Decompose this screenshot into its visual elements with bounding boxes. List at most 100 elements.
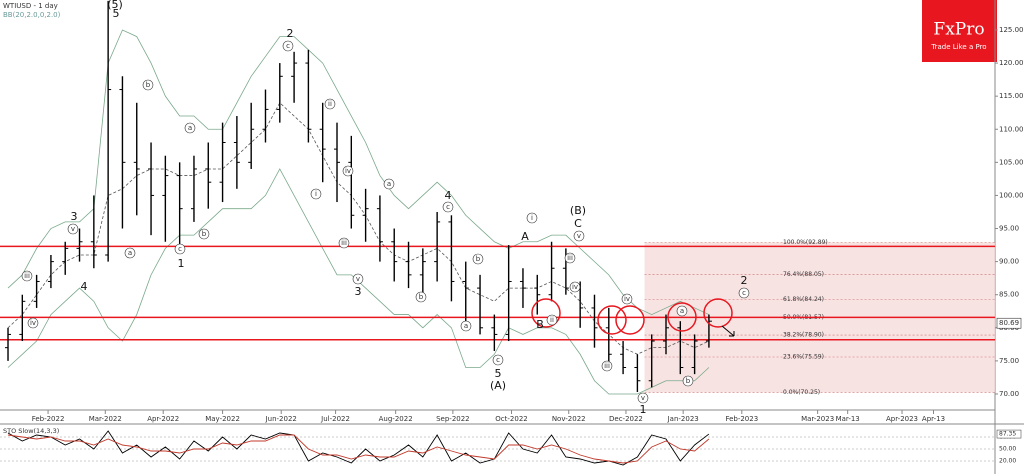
wave-circle <box>324 98 336 110</box>
wave-circle <box>526 212 538 224</box>
x-tick-label: Feb-2022 <box>32 415 65 423</box>
wave-circle <box>383 178 395 190</box>
wave-label: i <box>315 190 317 198</box>
last-price-label: 80.69 <box>999 319 1019 327</box>
y-tick-label: 120.00 <box>999 59 1024 67</box>
fib-label: 23.6%(75.59) <box>783 353 824 360</box>
wave-label: 5 <box>113 7 120 20</box>
wave-label: 2 <box>287 27 294 40</box>
x-tick-label: Feb-2023 <box>725 415 758 423</box>
y-tick-label: 110.00 <box>999 125 1024 133</box>
y-tick-label: 100.00 <box>999 191 1024 199</box>
wave-label: 4 <box>81 280 88 293</box>
wave-label: i <box>531 214 533 222</box>
wave-label: 2 <box>741 274 748 287</box>
x-tick-label: Apr-2023 <box>886 415 918 423</box>
x-tick-label: Mar-13 <box>836 415 860 423</box>
wave-label: b <box>686 377 691 385</box>
wave-label: (A) <box>490 379 506 392</box>
wave-circle <box>442 201 454 213</box>
y-tick-label: 125.00 <box>999 26 1024 34</box>
y-tick-label: 75.00 <box>999 357 1019 365</box>
wave-label: a <box>387 180 391 188</box>
x-tick-label: Apr-2022 <box>147 415 179 423</box>
stochastic-line <box>7 430 710 466</box>
wave-label: a <box>464 322 468 330</box>
wave-label: b <box>202 230 207 238</box>
wave-label: v <box>641 394 645 402</box>
wave-circle <box>601 360 613 372</box>
y-tick-label: 85.00 <box>999 291 1019 299</box>
wave-circle <box>569 281 581 293</box>
wave-label: (5) <box>107 0 123 11</box>
wave-circle <box>564 252 576 264</box>
stochastic-title: STO Slow(14,3,3) <box>3 427 59 435</box>
wave-label: c <box>496 356 500 364</box>
wave-circle <box>546 314 558 326</box>
wave-circle <box>198 228 210 240</box>
wave-label: v <box>71 225 75 233</box>
wave-label: iii <box>341 239 347 247</box>
wave-circle <box>738 287 750 299</box>
wave-label: C <box>574 217 582 230</box>
wave-circle <box>282 40 294 52</box>
wave-label: iv <box>345 167 351 175</box>
x-tick-label: Jan-2023 <box>667 415 699 423</box>
y-tick-label: 115.00 <box>999 92 1024 100</box>
wave-circle <box>142 79 154 91</box>
fib-label: 61.8%(84.24) <box>783 296 824 303</box>
wave-label: c <box>178 245 182 253</box>
last-price-box <box>996 317 1022 329</box>
stochastic-line <box>7 434 710 464</box>
wave-circle <box>460 320 472 332</box>
wave-circle <box>338 237 350 249</box>
wave-label: a <box>188 124 192 132</box>
wave-label: 4 <box>445 189 452 202</box>
x-tick-label: Jul-2022 <box>320 415 350 423</box>
wave-label: iii <box>24 272 30 280</box>
x-tick-label: Mar-2022 <box>89 415 122 423</box>
wave-label: 5 <box>495 367 502 380</box>
wave-circle <box>621 293 633 305</box>
highlight-circle <box>597 305 627 335</box>
logo-box <box>922 0 997 62</box>
wave-label: b <box>476 255 481 263</box>
indicator-label: BB(20,2.0,0,2.0) <box>3 11 61 19</box>
x-tick-label: Oct-2022 <box>495 415 527 423</box>
highlight-circle <box>531 298 561 328</box>
x-tick-label: Aug-2022 <box>379 415 413 423</box>
x-tick-label: Dec-2022 <box>609 415 643 423</box>
logo-name: FxPro <box>933 20 984 40</box>
wave-label: c <box>286 42 290 50</box>
stochastic-tick-label: 20.00 <box>999 458 1016 465</box>
wave-circle <box>415 291 427 303</box>
wave-circle <box>27 317 39 329</box>
stochastic-last-box <box>996 429 1022 439</box>
wave-label: A <box>521 230 529 243</box>
stochastic-last-label: 87.35 <box>999 431 1016 438</box>
wave-label: (B) <box>570 204 586 217</box>
wave-label: iv <box>30 319 36 327</box>
wave-label: 1 <box>640 403 647 416</box>
wave-circle <box>352 273 364 285</box>
wave-circle <box>174 243 186 255</box>
highlight-circle <box>667 302 697 332</box>
wave-circle <box>67 223 79 235</box>
x-tick-label: Jun-2022 <box>265 415 297 423</box>
fib-label: 0.0%(70.25) <box>783 389 820 396</box>
wave-label: iii <box>604 362 610 370</box>
x-tick-label: Apr-13 <box>922 415 945 423</box>
wave-circle <box>637 392 649 404</box>
wave-label: a <box>128 249 132 257</box>
wave-label: v <box>577 232 581 240</box>
wave-label: iv <box>572 283 578 291</box>
wave-label: iii <box>567 254 573 262</box>
wave-circle <box>310 188 322 200</box>
wave-circle <box>492 354 504 366</box>
wave-label: b <box>419 293 424 301</box>
fib-label: 38.2%(78.90) <box>783 332 824 339</box>
wave-label: B <box>536 318 544 331</box>
wave-label: 1 <box>178 257 185 270</box>
